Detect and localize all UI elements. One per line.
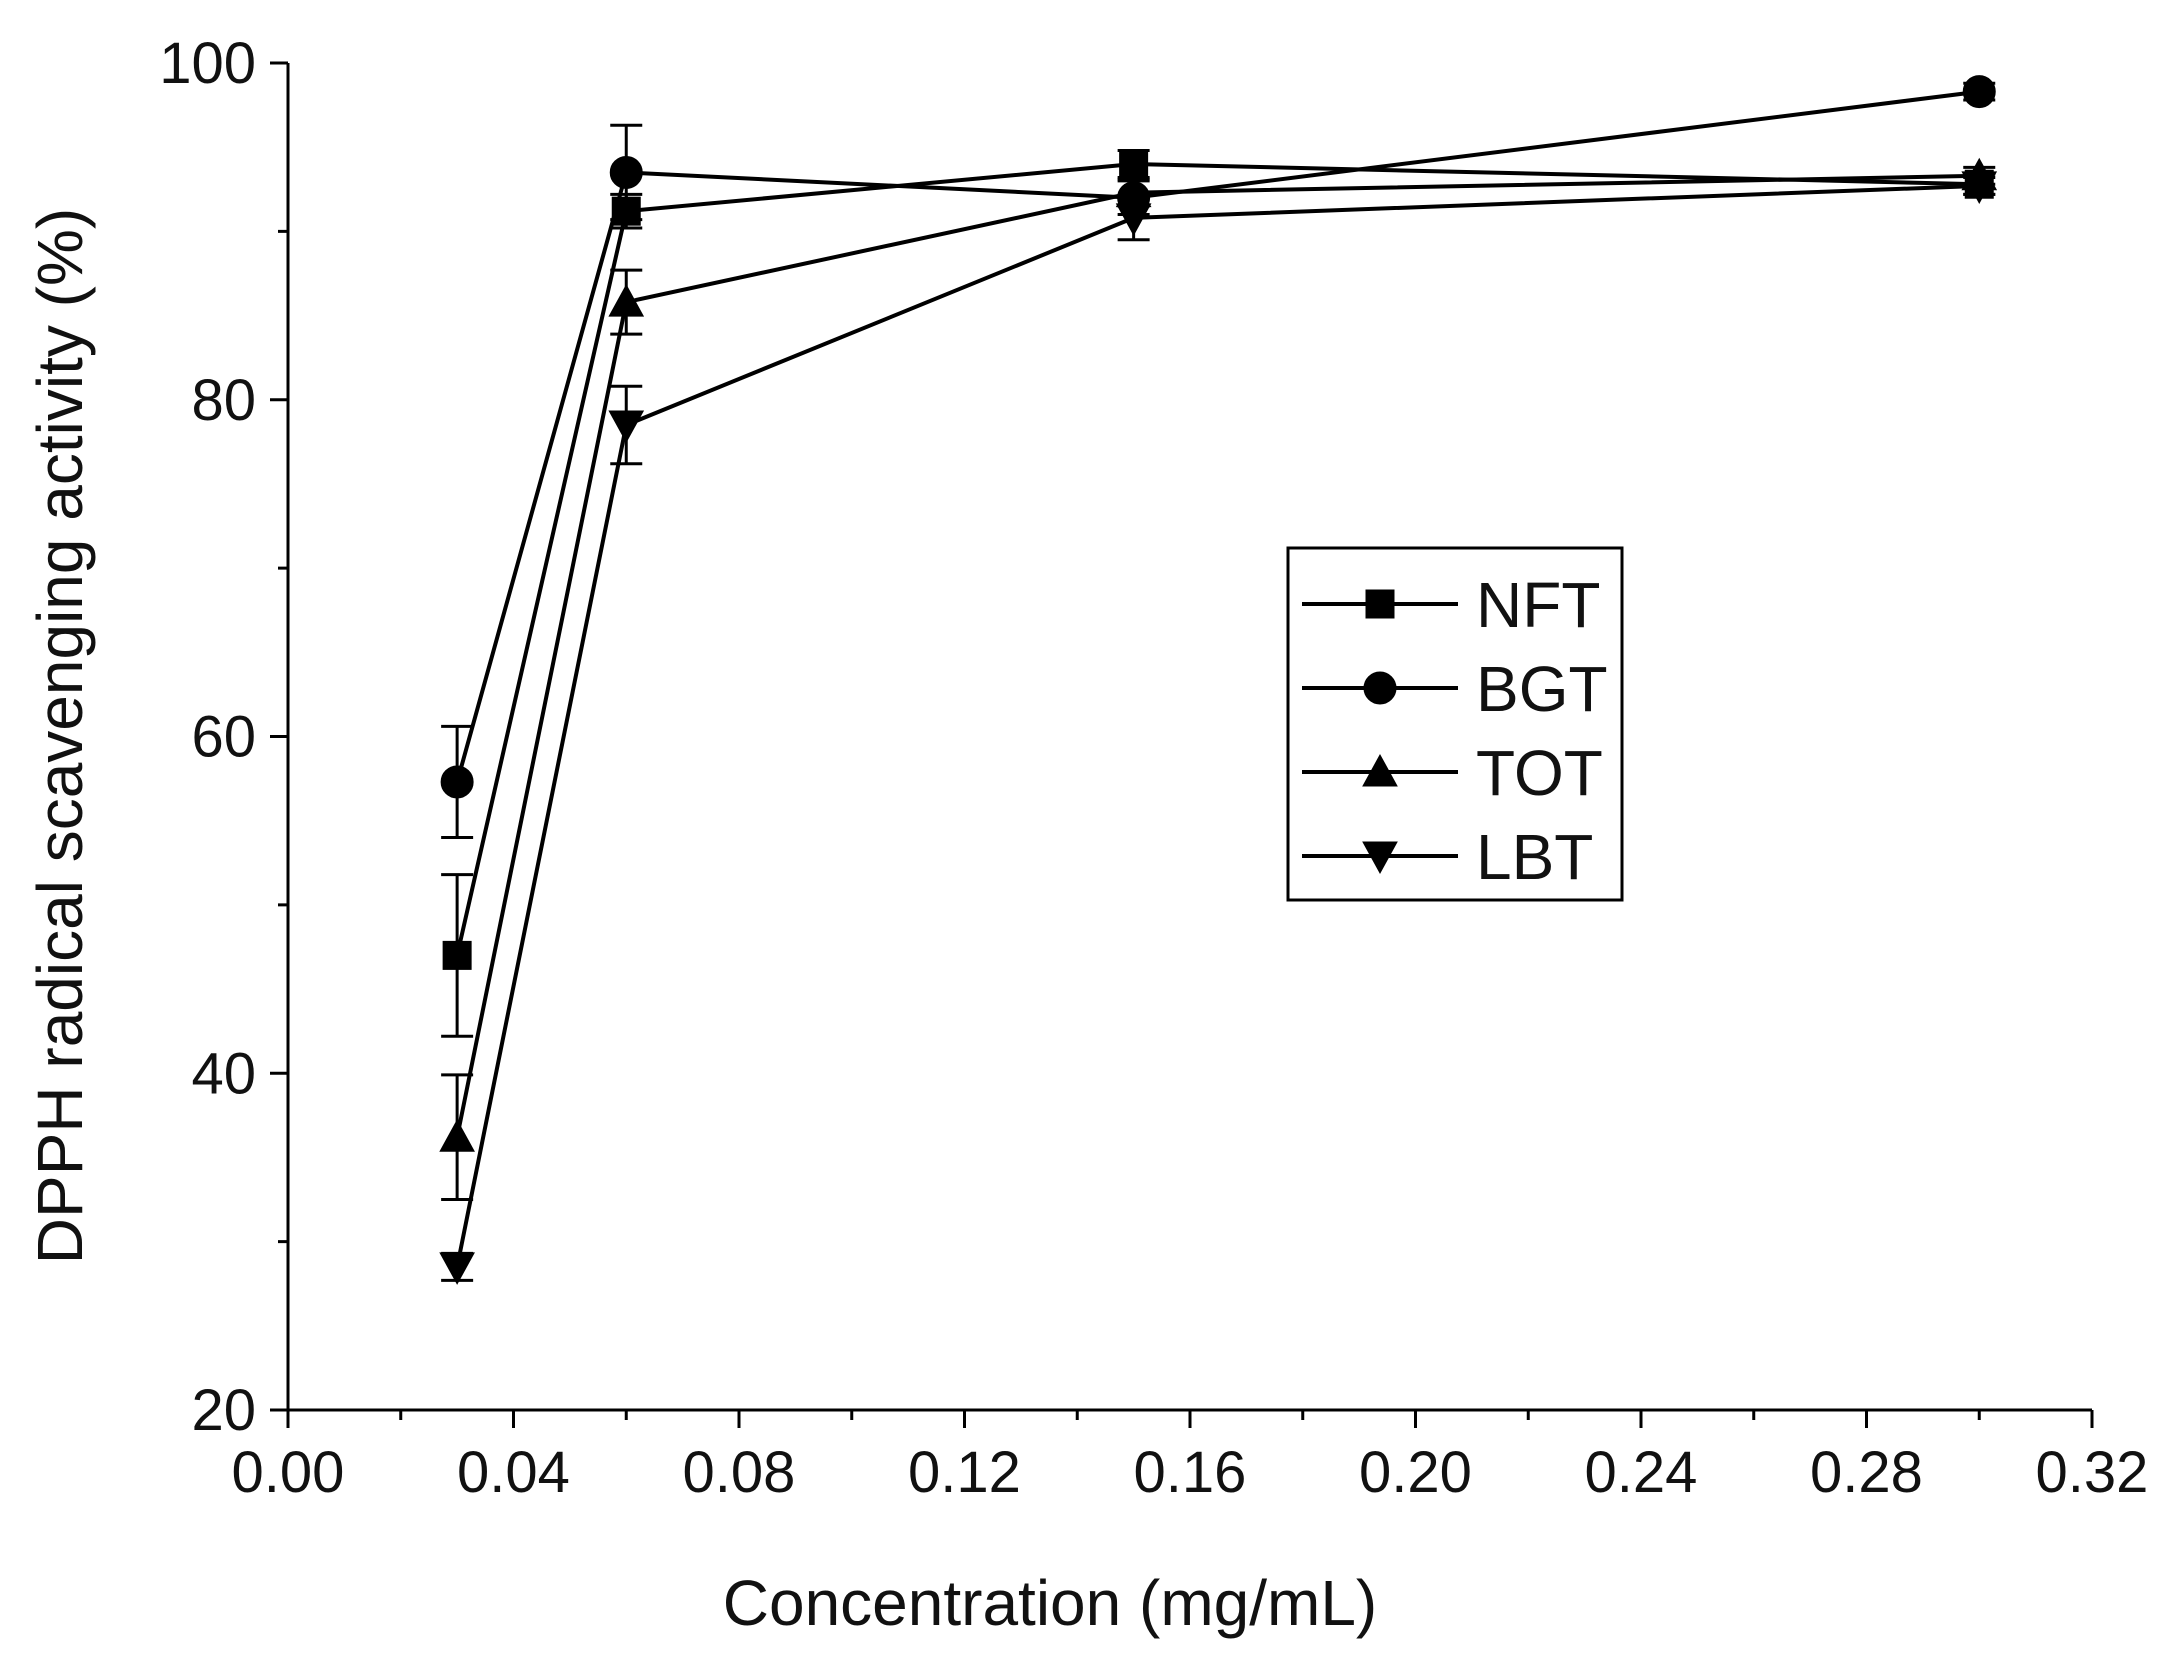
y-tick-label: 20 <box>191 1378 256 1443</box>
series-line-bgt <box>455 89 1980 783</box>
x-tick-label: 0.16 <box>1134 1440 1247 1505</box>
series-line-nft <box>455 162 1980 956</box>
data-point-lbt <box>439 1252 475 1285</box>
y-tick-label: 60 <box>191 705 256 770</box>
x-tick-label: 0.00 <box>232 1440 345 1505</box>
x-tick-label: 0.12 <box>908 1440 1021 1505</box>
legend-marker-tot <box>1362 753 1398 787</box>
data-point-tot <box>439 1119 475 1152</box>
x-axis-title: Concentration (mg/mL) <box>723 1567 1377 1639</box>
legend-marker-bgt <box>1363 671 1397 705</box>
legend-box <box>1286 546 1624 902</box>
x-tick-label: 0.04 <box>457 1440 570 1505</box>
legend-label-lbt: LBT <box>1476 821 1593 893</box>
data-point-nft <box>1119 149 1149 179</box>
series-tot <box>439 157 1998 1202</box>
y-tick-label: 80 <box>191 368 256 433</box>
series-line-lbt <box>455 183 1980 1268</box>
legend-marker-nft <box>1365 589 1395 619</box>
series-nft <box>441 149 1996 1038</box>
data-point-bgt <box>1962 75 1996 109</box>
data-point-lbt <box>608 410 645 444</box>
x-tick-label: 0.20 <box>1359 1440 1472 1505</box>
legend-label-tot: TOT <box>1476 737 1603 809</box>
x-tick-label: 0.28 <box>1810 1440 1923 1505</box>
series-lbt <box>439 171 1998 1285</box>
data-point-lbt <box>1961 171 1998 204</box>
x-tick-label: 0.32 <box>2036 1440 2149 1505</box>
data-point-nft <box>442 940 472 970</box>
data-point-lbt <box>1115 203 1152 236</box>
y-axis-title: DPPH radical scavenging activity (%) <box>24 208 96 1264</box>
series <box>439 75 1998 1285</box>
legend-label-bgt: BGT <box>1476 653 1608 725</box>
legend-label-nft: NFT <box>1476 569 1600 641</box>
y-tick-label: 100 <box>159 31 256 96</box>
y-tick-label: 40 <box>191 1041 256 1106</box>
data-point-bgt <box>609 155 643 189</box>
series-line-tot <box>455 173 1980 1138</box>
legend: NFT BGT TOT LBT <box>1286 546 1624 902</box>
x-tick-label: 0.24 <box>1585 1440 1698 1505</box>
data-point-tot <box>608 284 645 317</box>
data-point-bgt <box>440 765 474 799</box>
x-tick-label: 0.08 <box>683 1440 796 1505</box>
ticks: 0.00 0.04 0.08 0.12 0.16 0.20 0.24 0.28 0.32 20 40… <box>159 31 2148 1505</box>
legend-marker-lbt <box>1362 841 1398 875</box>
axes <box>286 63 2092 1412</box>
